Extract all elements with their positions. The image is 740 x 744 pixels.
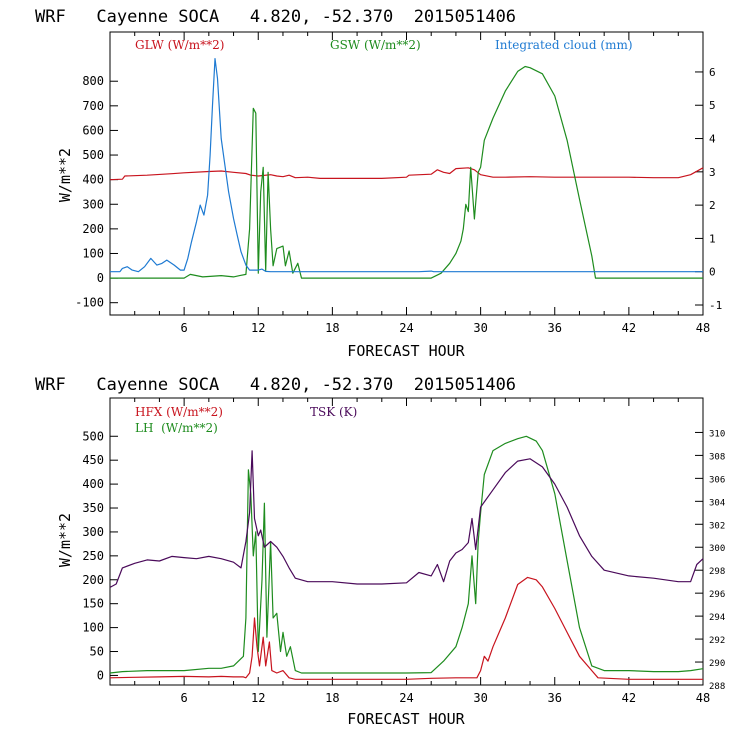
top-y2-tick-label: 3 [709, 166, 716, 179]
top-y-tick-label: 700 [82, 99, 104, 113]
bottom-y-tick-label: 100 [82, 621, 104, 635]
top-y-tick-label: 800 [82, 74, 104, 88]
bottom-y2-tick-label: 300 [709, 544, 725, 554]
top-legend-cloud: Integrated cloud (mm) [495, 38, 633, 52]
bottom-y2-tick-label: 290 [709, 659, 725, 669]
top-y2-tick-label: 2 [709, 199, 716, 212]
bottom-y2-tick-label: 306 [709, 475, 725, 485]
top-y2-tick-label: -1 [709, 299, 722, 312]
top-y2-tick-label: 0 [709, 266, 716, 279]
bottom-panel: WRF Cayenne SOCA 4.820, -52.370 20150514… [35, 375, 725, 728]
top-x-tick-label: 30 [473, 321, 487, 335]
top-y-tick-label: 100 [82, 246, 104, 260]
bottom-y-tick-label: 200 [82, 573, 104, 587]
bottom-x-tick-label: 30 [473, 691, 487, 705]
bottom-y-tick-label: 450 [82, 453, 104, 467]
bottom-y-tick-label: 350 [82, 501, 104, 515]
top-y-tick-label: 300 [82, 197, 104, 211]
top-x-tick-label: 48 [696, 321, 710, 335]
top-series-integrated [110, 58, 703, 273]
top-y-tick-label: 200 [82, 222, 104, 236]
bottom-plot-frame [109, 397, 704, 686]
top-legend-gsw: GSW (W/m**2) [330, 38, 421, 52]
bottom-series-lines [109, 435, 704, 680]
bottom-x-tick-label: 42 [622, 691, 636, 705]
bottom-y-tick-label: 500 [82, 429, 104, 443]
top-y-tick-label: 600 [82, 123, 104, 137]
bottom-y2-tick-label: 302 [709, 521, 725, 531]
bottom-axis-ticks: 6 12 18 24 30 36 42 48 0 50 100 150 200 250 300 350 400 4… [82, 398, 725, 705]
top-series-glw [109, 167, 704, 181]
top-x-tick-label: 18 [325, 321, 339, 335]
top-legend-glw: GLW (W/m**2) [135, 38, 224, 52]
bottom-y-tick-label: 300 [82, 525, 104, 539]
bottom-x-tick-label: 6 [181, 691, 188, 705]
top-plot-frame [109, 31, 704, 316]
top-y2-tick-label: 4 [709, 133, 716, 146]
bottom-y2-tick-label: 296 [709, 590, 725, 600]
top-x-tick-label: 36 [548, 321, 562, 335]
top-y-tick-label: 400 [82, 173, 104, 187]
bottom-legend-lh: LH (W/m**2) [135, 421, 218, 435]
top-x-tick-label: 12 [251, 321, 265, 335]
bottom-y-axis-label: W/m**2 [56, 513, 74, 567]
top-series-gsw [110, 65, 703, 279]
top-panel: WRF Cayenne SOCA 4.820, -52.370 20150514… [35, 7, 722, 360]
top-y-tick-label: 0 [97, 271, 104, 285]
bottom-x-tick-label: 36 [548, 691, 562, 705]
top-series-lines [109, 58, 704, 279]
bottom-y2-tick-label: 288 [709, 682, 725, 692]
top-x-axis-label: FORECAST HOUR [347, 342, 465, 360]
top-y-axis-label: W/m**2 [56, 148, 74, 202]
bottom-y-tick-label: 50 [90, 645, 104, 659]
top-y2-tick-label: 6 [709, 66, 716, 79]
bottom-y-tick-label: 150 [82, 597, 104, 611]
bottom-y2-tick-label: 292 [709, 636, 725, 646]
bottom-x-tick-label: 12 [251, 691, 265, 705]
bottom-x-tick-label: 24 [399, 691, 413, 705]
top-y2-tick-label: 5 [709, 99, 716, 112]
bottom-series-lh [109, 435, 704, 674]
bottom-y-tick-label: 400 [82, 477, 104, 491]
bottom-legend-tsk: TSK (K) [310, 405, 357, 419]
bottom-x-axis-label: FORECAST HOUR [347, 710, 465, 728]
bottom-series-tsk [109, 450, 704, 588]
bottom-y2-tick-label: 304 [709, 498, 725, 508]
bottom-y-tick-label: 0 [97, 668, 104, 682]
bottom-y2-tick-label: 294 [709, 613, 725, 623]
bottom-y-tick-label: 250 [82, 549, 104, 563]
top-y-tick-label: -100 [75, 296, 104, 310]
top-x-tick-label: 24 [399, 321, 413, 335]
top-y-tick-label: 500 [82, 148, 104, 162]
bottom-series-hfx [109, 576, 703, 680]
bottom-y2-tick-label: 308 [709, 452, 725, 462]
bottom-legend-hfx: HFX (W/m**2) [135, 405, 223, 419]
top-x-tick-label: 6 [181, 321, 188, 335]
bottom-chart-title: WRF Cayenne SOCA 4.820, -52.370 20150514… [35, 375, 516, 395]
bottom-x-tick-label: 18 [325, 691, 339, 705]
bottom-y2-tick-label: 298 [709, 567, 725, 577]
top-chart-title: WRF Cayenne SOCA 4.820, -52.370 20150514… [35, 7, 516, 27]
bottom-y2-tick-label: 310 [709, 429, 725, 439]
top-axis-ticks: 6 12 18 24 30 36 42 48-100010020030040050060070… [75, 32, 722, 335]
top-x-tick-label: 42 [622, 321, 636, 335]
top-y2-tick-label: 1 [709, 232, 716, 245]
bottom-x-tick-label: 48 [696, 691, 710, 705]
